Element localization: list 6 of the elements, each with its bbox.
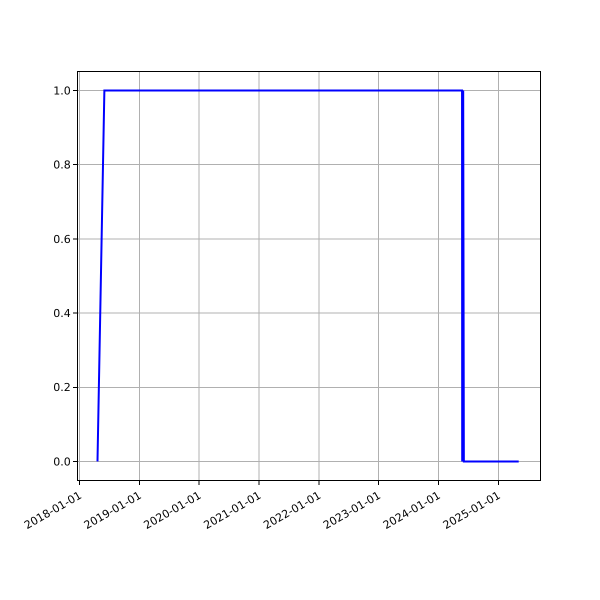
y-tick-label: 0.4 <box>53 306 71 320</box>
y-tick-label: 0.6 <box>53 232 71 246</box>
y-tick-label: 0.8 <box>53 158 71 172</box>
y-tick-label: 1.0 <box>53 84 71 98</box>
y-tick-label: 0.0 <box>53 455 71 468</box>
y-tick-label: 0.2 <box>53 381 71 394</box>
